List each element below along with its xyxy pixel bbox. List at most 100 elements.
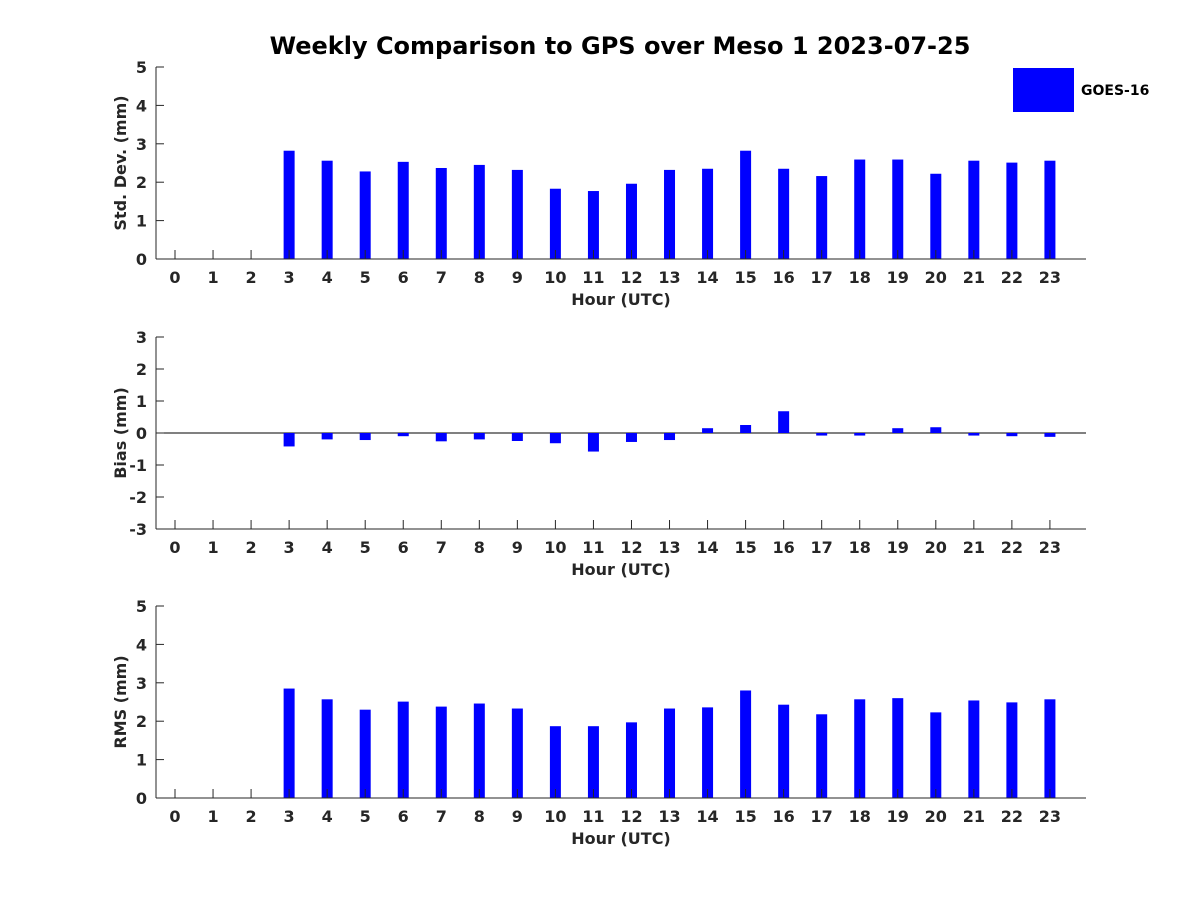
rms-bar [740, 690, 752, 798]
rms-bar [816, 714, 828, 798]
rms-bar [1044, 699, 1056, 798]
bias-x-tick-label: 1 [207, 538, 218, 557]
std-dev-x-tick-label: 2 [246, 268, 257, 287]
bias-x-tick-label: 8 [474, 538, 485, 557]
bias-x-tick-label: 21 [963, 538, 985, 557]
bias-x-tick-label: 5 [360, 538, 371, 557]
std-dev-bar [1044, 160, 1056, 259]
std-dev-x-tick-label: 3 [284, 268, 295, 287]
std-dev-x-axis-label: Hour (UTC) [571, 290, 671, 309]
legend: GOES-16 [1013, 68, 1149, 112]
bias-bar [283, 433, 295, 447]
bias-bar [816, 433, 828, 436]
bias-bar [321, 433, 333, 440]
rms-y-tick-label: 1 [136, 751, 147, 770]
bias-x-tick-label: 7 [436, 538, 447, 557]
bias-bar [1006, 433, 1018, 437]
bias-x-tick-label: 12 [620, 538, 642, 557]
bias-bar [1044, 433, 1056, 437]
std-dev-bar [321, 160, 333, 259]
rms-x-tick-label: 23 [1039, 807, 1061, 826]
bias-x-tick-label: 22 [1001, 538, 1023, 557]
rms-bar [892, 698, 904, 798]
rms-x-tick-label: 10 [544, 807, 566, 826]
std-dev-x-tick-label: 4 [322, 268, 333, 287]
bias-bar [435, 433, 447, 442]
rms-y-tick-label: 3 [136, 674, 147, 693]
std-dev-bar [625, 183, 637, 259]
bias-y-axis-label: Bias (mm) [111, 387, 130, 479]
bias-x-tick-label: 11 [582, 538, 604, 557]
bias-bar [968, 433, 980, 436]
rms-x-tick-label: 22 [1001, 807, 1023, 826]
std-dev-x-tick-label: 16 [773, 268, 795, 287]
std-dev-bar [892, 159, 904, 259]
bias-x-tick-label: 2 [246, 538, 257, 557]
std-dev-bar [511, 169, 523, 259]
bias-bar [664, 433, 676, 441]
bias-x-tick-label: 16 [773, 538, 795, 557]
std-dev-bar [854, 159, 866, 259]
rms-y-axis-label: RMS (mm) [111, 655, 130, 748]
rms-bar [587, 726, 599, 798]
std-dev-y-tick-label: 2 [136, 173, 147, 192]
std-dev-y-axis-label: Std. Dev. (mm) [111, 95, 130, 230]
rms-x-tick-label: 2 [246, 807, 257, 826]
std-dev-x-tick-label: 1 [207, 268, 218, 287]
rms-x-tick-label: 4 [322, 807, 333, 826]
bias-y-tick-label: 3 [136, 328, 147, 347]
rms-bar [283, 688, 295, 798]
bias-bar [587, 433, 599, 452]
std-dev-x-tick-label: 9 [512, 268, 523, 287]
std-dev-x-tick-label: 23 [1039, 268, 1061, 287]
rms-x-tick-label: 5 [360, 807, 371, 826]
rms-bar [968, 700, 980, 798]
rms-bar [1006, 702, 1018, 798]
rms-bar [359, 709, 371, 798]
std-dev-y-tick-label: 4 [136, 96, 147, 115]
rms-bar [702, 707, 714, 798]
bias-bar [511, 433, 523, 441]
rms-bar [625, 722, 637, 798]
std-dev-bar [549, 188, 561, 259]
bias-y-tick-label: 1 [136, 392, 147, 411]
rms-x-tick-label: 15 [734, 807, 756, 826]
bias-y-tick-label: -1 [129, 456, 147, 475]
std-dev-x-tick-label: 14 [696, 268, 718, 287]
bias-x-tick-label: 13 [658, 538, 680, 557]
std-dev-bar [359, 171, 371, 259]
bias-x-tick-label: 9 [512, 538, 523, 557]
std-dev-bar [816, 176, 828, 259]
bias-x-tick-label: 0 [169, 538, 180, 557]
std-dev-x-tick-label: 15 [734, 268, 756, 287]
std-dev-y-tick-label: 0 [136, 250, 147, 269]
bias-x-tick-label: 17 [811, 538, 833, 557]
legend-swatch [1013, 68, 1074, 112]
rms-x-tick-label: 17 [811, 807, 833, 826]
bias-bar [625, 433, 637, 442]
rms-x-tick-label: 1 [207, 807, 218, 826]
std-dev-bar [473, 164, 485, 259]
std-dev-y-tick-label: 5 [136, 58, 147, 77]
rms-bar [854, 699, 866, 798]
std-dev-bar [930, 173, 942, 259]
std-dev-bar [587, 191, 599, 259]
rms-x-tick-label: 11 [582, 807, 604, 826]
std-dev-bar [740, 150, 752, 259]
bias-bar [359, 433, 371, 441]
rms-y-tick-label: 0 [136, 789, 147, 808]
rms-y-tick-label: 4 [136, 635, 147, 654]
rms-y-tick-label: 2 [136, 712, 147, 731]
rms-x-tick-label: 6 [398, 807, 409, 826]
bias-x-tick-label: 15 [734, 538, 756, 557]
bias-bar [892, 428, 904, 433]
legend-label: GOES-16 [1081, 83, 1149, 99]
rms-x-tick-label: 18 [849, 807, 871, 826]
bias-y-tick-label: 2 [136, 360, 147, 379]
bias-bar [702, 428, 714, 433]
bias-x-tick-label: 18 [849, 538, 871, 557]
